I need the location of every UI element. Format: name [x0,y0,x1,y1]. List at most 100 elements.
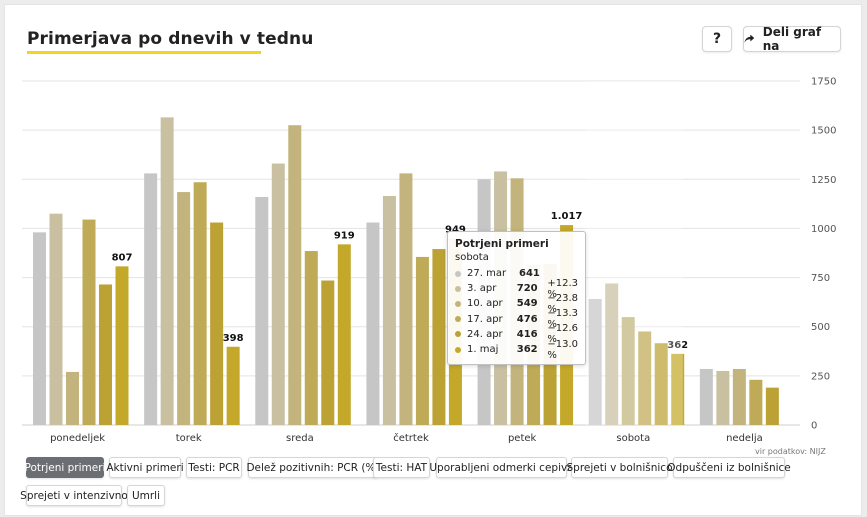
tooltip-row: 3. apr 720 +12.3 % [455,278,578,300]
series-dot-icon [455,270,461,277]
x-tick-label: nedelja [726,433,763,444]
series-dot-icon [455,331,461,338]
bar[interactable] [716,370,730,425]
bar[interactable] [699,368,713,425]
data-source: vir podatkov: NIJZ [755,447,826,456]
tab-testi-pcr[interactable]: Testi: PCR [186,457,242,478]
tab-odpu-eni-iz-bolni-nice[interactable]: Odpuščeni iz bolnišnice [667,457,791,478]
tab-aktivni-primeri[interactable]: Aktivni primeri [106,457,184,478]
bar[interactable] [226,346,240,425]
tooltip-date: 27. mar [467,268,507,280]
tooltip-date: 10. apr [467,298,503,310]
data-label: 1.017 [551,211,583,222]
bar[interactable] [765,387,779,425]
bar[interactable] [271,163,285,425]
bar[interactable] [321,280,335,425]
bar[interactable] [255,196,269,425]
tab-umrli[interactable]: Umrli [127,485,165,506]
tab-sprejeti-v-bolni-nico[interactable]: Sprejeti v bolnišnico [567,457,673,478]
x-tick-label: torek [176,433,202,444]
bar[interactable] [749,379,763,425]
tooltip-subtitle: sobota [455,252,489,263]
bar[interactable] [82,219,96,425]
bar[interactable] [304,251,318,425]
x-tick-label: ponedeljek [50,433,105,444]
bar[interactable] [193,182,207,425]
tooltip-row: 24. apr 416 −12.6 % [455,323,578,345]
tab-uporabljeni-odmerki-cepiva[interactable]: Uporabljeni odmerki cepiva [429,457,574,478]
share-button[interactable]: Deli graf na [743,25,841,53]
y-tick-label: 1750 [811,77,836,88]
bar[interactable] [399,173,413,425]
hover-overlay [585,81,683,425]
tooltip-value: 362 [516,344,538,356]
bar[interactable] [49,213,63,425]
bar[interactable] [382,195,396,425]
tooltip-value: 720 [516,283,538,295]
y-tick-label: 0 [811,421,817,432]
tooltip-value: 476 [516,313,538,325]
tooltip-row: 17. apr 476 −13.3 % [455,308,578,330]
bar[interactable] [99,284,112,425]
chart-title: Primerjava po dnevih v tednu [27,29,314,49]
series-dot-icon [455,300,461,307]
tooltip-row: 27. mar 641 [455,266,578,281]
tooltip-change: −13.0 % [547,338,578,361]
tab-testi-hat[interactable]: Testi: HAT [373,457,430,478]
bar[interactable] [671,353,685,425]
tooltip-row: 10. apr 549 −23.8 % [455,293,578,315]
series-dot-icon [455,285,461,292]
bar[interactable] [621,317,635,425]
tab-dele-pozitivnih-pcr[interactable]: Delež pozitivnih: PCR (%) [246,457,380,478]
tooltip-row: 1. maj 362 −13.0 % [455,339,578,361]
tooltip-change: −12.6 % [547,323,578,346]
bar[interactable] [588,298,602,425]
tooltip-value: 641 [519,268,540,280]
bar[interactable] [732,368,746,425]
tooltip-date: 17. apr [467,313,503,325]
tab-sprejeti-v-intenzivno[interactable]: Sprejeti v intenzivno [20,485,128,506]
y-tick-label: 1250 [811,175,836,186]
bar[interactable] [605,283,619,425]
share-button-label: Deli graf na [762,25,822,53]
y-tick-label: 500 [811,322,830,333]
tab-potrjeni-primeri[interactable]: Potrjeni primeri [25,457,105,478]
bar[interactable] [33,232,46,425]
bar[interactable] [144,173,158,425]
y-tick-label: 750 [811,273,830,284]
tooltip-value: 549 [516,298,538,310]
bar[interactable] [288,125,302,425]
bar[interactable] [337,244,351,425]
bar[interactable] [210,222,224,425]
tooltip-date: 1. maj [467,344,499,356]
bar[interactable] [654,343,668,425]
bar[interactable] [638,331,652,425]
x-tick-label: petek [508,433,537,444]
bar[interactable] [366,222,380,425]
x-tick-label: četrtek [393,432,429,444]
tooltip-date: 24. apr [467,328,503,340]
tooltip-value: 416 [516,328,538,340]
bar[interactable] [66,371,79,425]
bar[interactable] [115,266,129,425]
y-tick-label: 1500 [811,126,836,137]
title-underline [27,51,261,54]
chart-tooltip: Potrjeni primeri sobota 27. mar 641 3. apr… [447,231,586,365]
help-button[interactable]: ? [702,26,732,52]
series-dot-icon [455,316,461,323]
data-label: 807 [112,252,133,263]
tooltip-date: 3. apr [467,283,497,295]
share-arrow-icon [744,34,755,43]
bar[interactable] [432,249,446,425]
tooltip-change: −23.8 % [547,292,578,315]
bar[interactable] [415,256,429,425]
bar[interactable] [177,192,191,425]
series-dot-icon [455,346,461,353]
y-tick-label: 1000 [811,224,836,235]
tooltip-change: −13.3 % [547,308,578,331]
x-tick-label: sobota [616,433,650,444]
data-label: 398 [223,333,244,344]
bar[interactable] [160,117,174,425]
data-label: 949 [445,224,466,235]
